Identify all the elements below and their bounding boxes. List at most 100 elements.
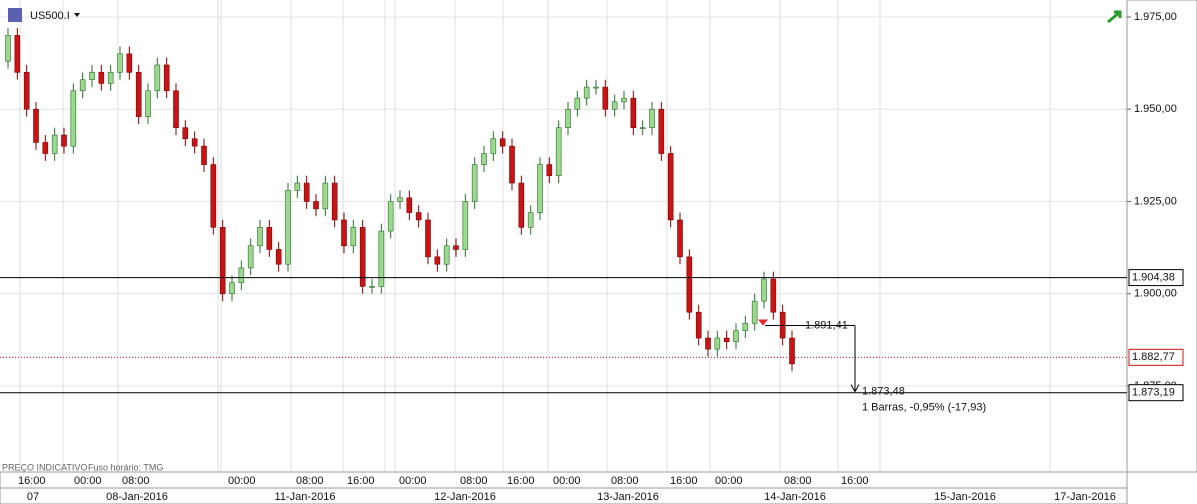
- candle-body: [434, 256, 441, 265]
- time-label: 16:00: [507, 475, 535, 487]
- candle-body: [649, 108, 655, 128]
- time-label: 00:00: [228, 475, 256, 487]
- candle-body: [546, 164, 553, 176]
- candle-body: [462, 201, 469, 250]
- candle-body: [630, 97, 637, 128]
- candle-body: [238, 267, 245, 283]
- candle-body: [266, 227, 273, 250]
- candle-body: [42, 142, 49, 154]
- candle-body: [229, 282, 235, 295]
- date-label: 08-Jan-2016: [106, 491, 168, 503]
- candle-body: [98, 72, 105, 84]
- time-label: 08:00: [296, 475, 324, 487]
- time-label: 16:00: [18, 475, 46, 487]
- candle-body: [89, 72, 95, 81]
- measure-to-label: 1.873,48: [862, 386, 905, 398]
- candle-body: [247, 245, 254, 269]
- date-label: 07: [27, 491, 39, 503]
- candle-body: [593, 86, 599, 89]
- time-label: 08:00: [784, 475, 812, 487]
- candle-body: [415, 212, 422, 221]
- candle-body: [378, 230, 385, 287]
- candle-body: [126, 53, 133, 73]
- candle-body: [191, 138, 198, 147]
- candle-body: [733, 330, 739, 343]
- time-label: 16:00: [841, 475, 869, 487]
- candle-body: [14, 35, 21, 73]
- symbol[interactable]: US500.I: [30, 10, 70, 22]
- y-tick-label: 1.925,00: [1134, 195, 1177, 207]
- date-label: 15-Jan-2016: [934, 491, 996, 503]
- candle-body: [555, 127, 562, 176]
- candle-body: [387, 201, 394, 232]
- candle-body: [621, 97, 627, 103]
- candle-body: [303, 182, 310, 202]
- candle-body: [714, 337, 721, 350]
- candle-body: [350, 227, 357, 247]
- candle-body: [341, 219, 347, 247]
- candle-body: [135, 72, 142, 117]
- candle-body: [527, 212, 534, 228]
- price-axis: [1126, 0, 1197, 473]
- grid: [0, 0, 1127, 472]
- y-tick-label: 1.900,00: [1134, 288, 1177, 300]
- date-label: 11-Jan-2016: [275, 491, 336, 503]
- time-label: 08:00: [460, 475, 488, 487]
- candle-body: [182, 127, 189, 140]
- symbol-dropdown[interactable]: [74, 13, 80, 17]
- candle-body: [686, 256, 693, 313]
- candle-body: [107, 72, 114, 84]
- candle-body: [285, 190, 291, 265]
- candle-body: [481, 153, 487, 165]
- date-label: 14-Jan-2016: [764, 491, 826, 503]
- measure-arrowhead: [850, 384, 860, 393]
- candle-body: [658, 108, 665, 154]
- candle-body: [313, 201, 319, 210]
- candle-body: [79, 79, 86, 92]
- candle-body: [471, 164, 478, 202]
- candle-body: [490, 138, 497, 154]
- candle-body: [154, 64, 161, 92]
- time-label: 00:00: [553, 475, 581, 487]
- price-level-box: [1128, 269, 1184, 287]
- candle-body: [443, 245, 450, 265]
- price-level-label: 1.873,19: [1132, 387, 1175, 399]
- footer-timezone: Fuso horário: TMG: [88, 462, 163, 472]
- time-label: 16:00: [347, 475, 375, 487]
- time-label: 00:00: [715, 475, 743, 487]
- candle-body: [331, 182, 338, 221]
- candle-body: [359, 227, 366, 287]
- measure-from-label: 1.891,41: [805, 319, 848, 331]
- candle-body: [761, 278, 767, 302]
- candle-body: [453, 245, 459, 250]
- candle-body: [275, 249, 282, 265]
- candle-body: [163, 64, 170, 92]
- candle-body: [611, 101, 618, 110]
- candle-body: [574, 97, 581, 110]
- time-label: 08:00: [611, 475, 639, 487]
- date-label: 13-Jan-2016: [597, 491, 659, 503]
- candle-body: [406, 197, 413, 213]
- candle-body: [537, 164, 543, 213]
- footer-note: PREÇO INDICATIVO: [2, 462, 87, 472]
- candle-body: [499, 138, 506, 147]
- candle-body: [61, 134, 67, 147]
- candle-body: [677, 219, 683, 258]
- candle-body: [33, 108, 39, 143]
- time-label: 00:00: [74, 475, 102, 487]
- date-label: 12-Jan-2016: [434, 491, 496, 503]
- price-level-box: [1128, 348, 1184, 366]
- candle-body: [322, 182, 329, 210]
- candle-body: [770, 278, 777, 313]
- trend-icon: [1107, 10, 1122, 24]
- measure-note: 1 Barras, -0,95% (-17,93): [862, 402, 986, 414]
- time-label: 16:00: [670, 475, 698, 487]
- time-label: 08:00: [122, 475, 150, 487]
- candle-body: [695, 311, 702, 339]
- price-level-box: [1128, 384, 1184, 402]
- candle-body: [789, 337, 795, 365]
- candle-body: [294, 182, 301, 191]
- candle-body: [210, 164, 217, 228]
- price-level-label: 1.882,77: [1132, 351, 1175, 363]
